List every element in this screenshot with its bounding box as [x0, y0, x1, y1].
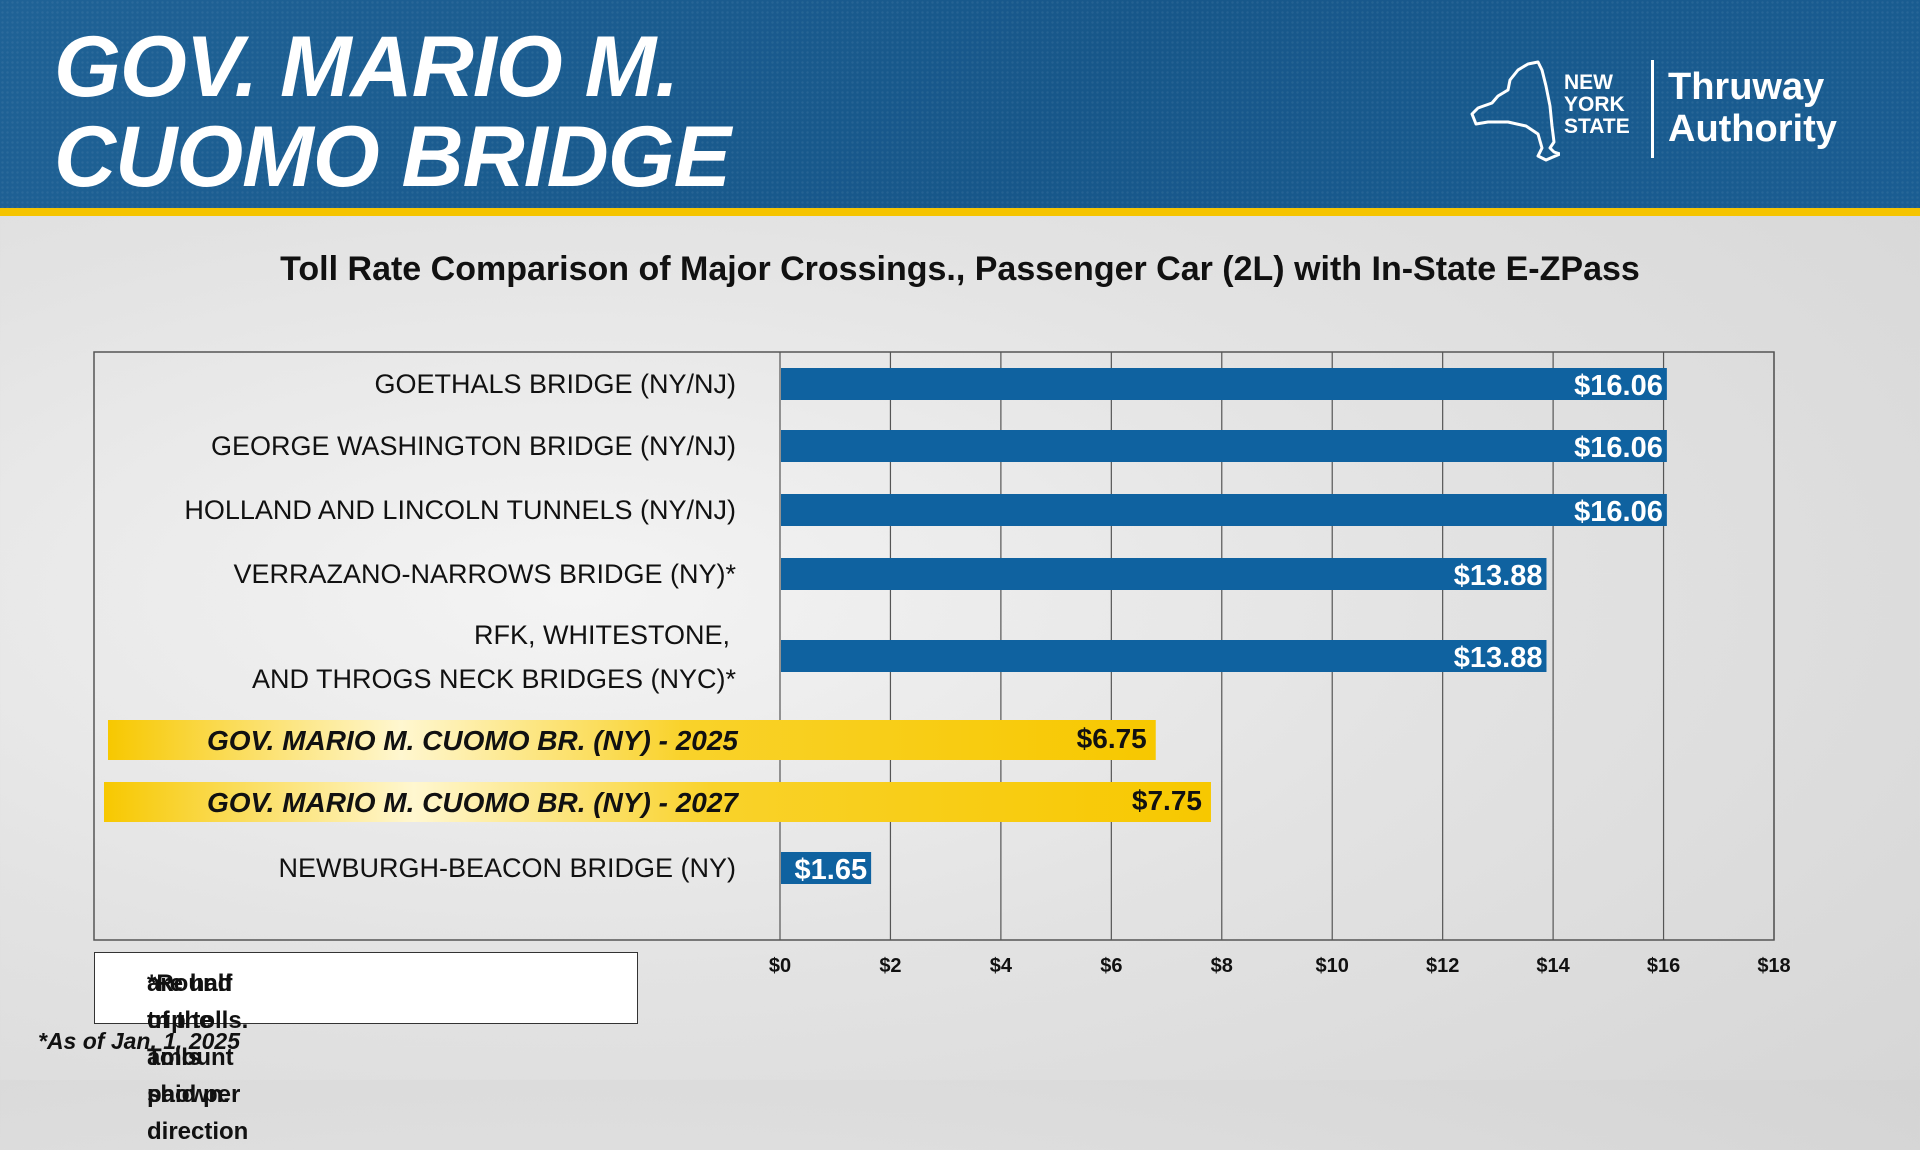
chart-title: Toll Rate Comparison of Major Crossings.… — [280, 250, 1640, 288]
x-tick-label: $4 — [990, 955, 1013, 977]
logo-state-line: YORK — [1564, 93, 1625, 116]
logo-state-line: STATE — [1564, 115, 1630, 138]
bar-value-label: $16.06 — [1574, 370, 1663, 402]
bar-value-label: $16.06 — [1574, 432, 1663, 464]
logo-state-line: NEW — [1564, 71, 1613, 94]
logo-authority-line: Authority — [1668, 108, 1837, 150]
bar-value-label: $13.88 — [1454, 642, 1543, 674]
x-tick-label: $0 — [769, 955, 791, 977]
bar-value-label: $13.88 — [1454, 560, 1543, 592]
category-label: NEWBURGH-BEACON BRIDGE (NY) — [278, 853, 736, 883]
new-york-state-map-icon — [1470, 60, 1560, 162]
logo-state-text: NEW YORK STATE — [1564, 72, 1630, 138]
bar-value-label: $7.75 — [1132, 785, 1202, 816]
header-banner — [0, 0, 1920, 208]
category-label: GEORGE WASHINGTON BRIDGE (NY/NJ) — [211, 431, 736, 461]
x-tick-label: $12 — [1426, 955, 1459, 977]
x-tick-label: $2 — [879, 955, 901, 977]
page-title-line-2: CUOMO BRIDGE — [54, 109, 731, 205]
bar — [781, 640, 1547, 672]
as-of-date: *As of Jan. 1, 2025 — [38, 1028, 240, 1054]
page-title: GOV. MARIO M. CUOMO BRIDGE — [54, 19, 731, 205]
category-label: GOV. MARIO M. CUOMO BR. (NY) - 2027 — [207, 787, 739, 818]
bar — [781, 852, 872, 884]
footnote-box: *Round trip tolls. Tolls paid per direct… — [94, 952, 638, 1145]
bar — [781, 430, 1667, 462]
logo-authority-line: Thruway — [1668, 66, 1825, 108]
category-label: RFK, WHITESTONE, — [474, 620, 730, 650]
x-tick-label: $16 — [1647, 955, 1680, 977]
x-tick-label: $14 — [1536, 955, 1570, 977]
category-label: GOETHALS BRIDGE (NY/NJ) — [374, 369, 736, 399]
x-tick-label: $8 — [1211, 955, 1233, 977]
bar — [781, 494, 1667, 526]
header-accent-stripe — [0, 208, 1920, 216]
bar-value-label: $16.06 — [1574, 496, 1663, 528]
category-label: GOV. MARIO M. CUOMO BR. (NY) - 2025 — [207, 725, 738, 756]
thruway-authority-logo: NEW YORK STATE Thruway Authority — [1468, 56, 1848, 164]
toll-bar-chart: $0 $2 $4 $6 $8 $10 $12 $14 $16 $18 $16.06 GOETHALS … — [93, 351, 1791, 977]
category-label: HOLLAND AND LINCOLN TUNNELS (NY/NJ) — [184, 495, 736, 525]
category-label: VERRAZANO-NARROWS BRIDGE (NY)* — [233, 559, 736, 589]
x-tick-label: $6 — [1100, 955, 1122, 977]
x-tick-label: $10 — [1316, 955, 1349, 977]
bar — [781, 558, 1547, 590]
bar — [781, 368, 1667, 400]
highlight-bar — [104, 782, 1211, 822]
bar-value-label: $6.75 — [1077, 723, 1147, 754]
logo-divider — [1651, 60, 1654, 158]
bar-value-label: $1.65 — [795, 854, 868, 886]
category-label: AND THROGS NECK BRIDGES (NYC)* — [252, 664, 737, 694]
logo-authority-text: Thruway Authority — [1668, 66, 1837, 150]
x-tick-label: $18 — [1757, 955, 1790, 977]
highlight-bar — [108, 720, 1156, 760]
page-title-line-1: GOV. MARIO M. — [54, 19, 679, 115]
